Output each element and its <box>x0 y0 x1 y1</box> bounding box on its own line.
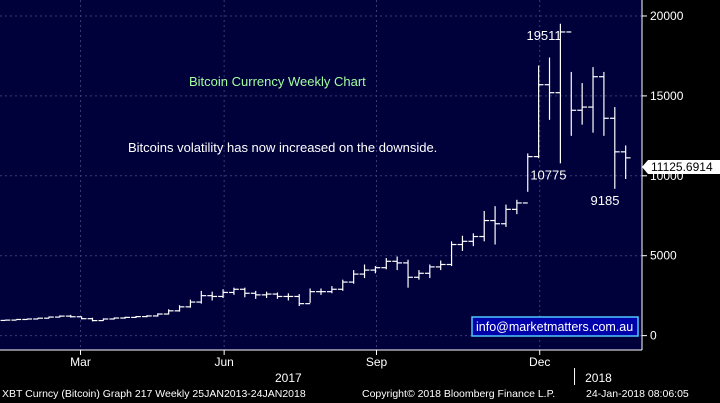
ohlc-bar <box>185 299 196 308</box>
ohlc-bar <box>348 270 359 284</box>
y-axis-panel <box>642 0 720 385</box>
website-text: info@marketmatters.com.au <box>476 320 633 334</box>
ohlc-bar <box>283 293 294 301</box>
ohlc-bar <box>120 316 131 319</box>
ohlc-bar <box>316 288 326 295</box>
footer-bar: XBT Curncy (Bitcoin) Graph 217 Weekly 25… <box>0 385 720 403</box>
ohlc-bar <box>0 319 11 322</box>
ohlc-bar <box>490 206 500 245</box>
y-tick-label: 20000 <box>650 9 684 23</box>
ohlc-bar <box>435 260 446 271</box>
footer-left-info: XBT Curncy (Bitcoin) Graph 217 Weekly 25… <box>2 388 306 400</box>
last-price-marker: 11125.6914 <box>642 160 720 174</box>
ohlc-bar <box>250 290 261 299</box>
ohlc-bar <box>294 294 305 307</box>
ohlc-bar <box>65 314 76 318</box>
ohlc-bar <box>555 23 566 164</box>
x-tick-label: Mar <box>70 355 91 369</box>
ohlc-bar <box>457 235 468 251</box>
year-label: 2018 <box>585 371 612 385</box>
footer-copyright: Copyright© 2018 Bloomberg Finance L.P. <box>362 388 556 400</box>
ohlc-bar <box>522 153 533 204</box>
x-tick-label: Jun <box>214 355 233 369</box>
ohlc-bar <box>76 316 87 320</box>
ohlc-bar <box>337 279 348 291</box>
ohlc-bar <box>22 318 33 321</box>
point-label: 10775 <box>530 167 566 182</box>
point-labels: 19511 10775 9185 <box>526 28 619 208</box>
ohlc-bar <box>359 264 370 279</box>
ohlc-bar <box>479 210 490 242</box>
website-box: info@marketmatters.com.au <box>471 316 639 337</box>
year-label: 2017 <box>275 371 302 385</box>
ohlc-bar <box>370 266 381 274</box>
ohlc-bar <box>424 264 435 279</box>
x-axis-panel <box>0 350 642 385</box>
x-tick-label: Sep <box>366 355 388 369</box>
ohlc-bar <box>174 305 185 312</box>
chart-title: Bitcoin Currency Weekly Chart <box>189 74 366 89</box>
ohlc-bar <box>533 65 544 159</box>
ohlc-bar <box>261 291 272 299</box>
ohlc-bar <box>87 317 98 322</box>
point-label: 9185 <box>591 193 620 208</box>
ohlc-bar <box>511 199 522 215</box>
ohlc-bar <box>381 258 392 270</box>
ohlc-bar <box>544 57 555 120</box>
ohlc-bar <box>620 145 631 179</box>
ohlc-bar <box>33 317 43 320</box>
ohlc-bar <box>446 241 457 267</box>
footer-timestamp: 24-Jan-2018 08:06:05 <box>586 388 689 400</box>
ohlc-bar <box>98 318 109 322</box>
ohlc-bar <box>54 315 65 318</box>
y-tick-label: 5000 <box>650 249 677 263</box>
x-tick-label: Dec <box>529 355 550 369</box>
ohlc-bar <box>131 315 141 319</box>
ohlc-bar <box>599 71 609 136</box>
y-tick-label: 0 <box>650 329 657 343</box>
ohlc-bar <box>326 286 337 294</box>
ohlc-bar <box>229 287 239 295</box>
ohlc-bar <box>207 291 218 301</box>
ohlc-bar <box>44 316 54 319</box>
ohlc-bar <box>239 287 250 298</box>
ohlc-bar <box>403 259 413 288</box>
x-axis: Mar Jun Sep Dec 2017 2018 <box>0 349 642 385</box>
y-tick-label: 15000 <box>650 89 684 103</box>
ohlc-bar <box>577 83 588 125</box>
ohlc-bar <box>163 309 174 315</box>
ohlc-bar <box>196 290 207 304</box>
ohlc-bar <box>468 233 479 247</box>
ohlc-bar <box>566 31 577 136</box>
ohlc-bars <box>0 23 631 322</box>
ohlc-bar <box>501 204 511 227</box>
point-label: 19511 <box>526 28 561 43</box>
ohlc-bar <box>218 289 228 299</box>
ohlc-bar <box>272 292 283 299</box>
volatility-annotation: Bitcoins volatility has now increased on… <box>128 140 437 155</box>
ohlc-bar <box>392 256 403 271</box>
ohlc-bar <box>609 107 620 189</box>
ohlc-bar <box>152 313 163 317</box>
last-price-label: 11125.6914 <box>651 160 713 174</box>
ohlc-bar <box>414 270 424 280</box>
ohlc-bar <box>109 317 120 320</box>
ohlc-bar <box>588 67 598 133</box>
ohlc-bar <box>142 315 152 318</box>
ohlc-bar <box>305 288 316 305</box>
ohlc-bar <box>11 318 22 321</box>
